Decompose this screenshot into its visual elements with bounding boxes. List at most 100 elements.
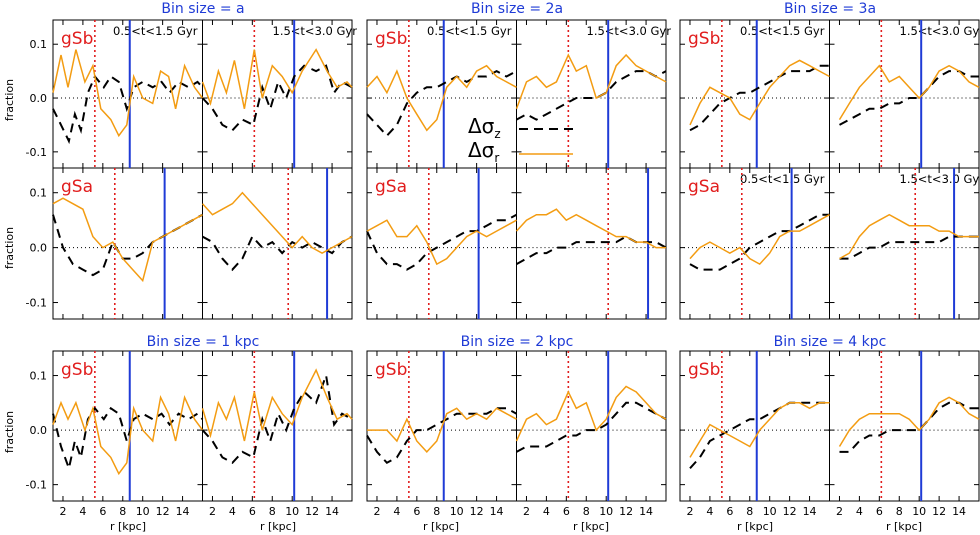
subpanel [52,20,204,168]
ylabel-middle: fraction [3,227,16,269]
series-sigma-z [689,213,830,271]
age-label: 0.5<t<1.5 Gyr [427,24,512,38]
y-tick-label: 0.1 [30,38,48,51]
y-tick-label: 0.0 [30,92,48,105]
series-sigma-r [201,48,353,109]
series-sigma-r [515,53,667,110]
series-sigma-z [516,401,667,453]
series-sigma-r [839,213,979,260]
series-sigma-z [839,235,979,260]
series-sigma-z [366,69,517,138]
x-tick-label: 14 [490,505,504,518]
series-sigma-z [52,74,204,145]
subpanel [680,168,830,319]
subpanel [52,351,204,501]
series-sigma-z [516,235,667,265]
y-tick-label: -0.1 [26,297,47,310]
panel-group: gSb [366,350,667,502]
subpanel [829,351,980,501]
y-tick-label: 0.1 [30,370,48,383]
panel-group: gSa [52,167,353,320]
ylabel-top: fraction [3,79,16,121]
xlabel-left: r [kpc] [110,520,146,533]
title-bin-2kpc: Bin size = 2 kpc [461,334,574,350]
x-tick-label: 14 [176,505,190,518]
x-tick-label: 8 [896,505,903,518]
series-sigma-r [838,64,980,120]
galaxy-label: gSb [61,29,93,49]
x-tick-label: 10 [285,505,299,518]
series-sigma-r [689,59,830,126]
x-tick-label: 12 [305,505,319,518]
series-sigma-z [839,70,979,126]
age-label: 1.5<t<3.0 Gyr [273,24,358,38]
x-tick-label: 6 [99,505,106,518]
y-tick-label: 0.0 [30,424,48,437]
x-tick-label: 2 [373,505,380,518]
y-tick-label: 0.1 [30,187,48,200]
x-tick-label: 4 [393,505,400,518]
x-tick-label: 6 [249,505,256,518]
y-tick-label: -0.1 [26,146,47,159]
x-tick-label: 4 [79,505,86,518]
y-tick-label: -0.1 [26,479,47,492]
xlabel-right: r [kpc] [260,520,296,533]
age-label: 1.5<t<3.0 Gyr [900,172,980,186]
x-tick-label: 12 [156,505,170,518]
galaxy-label: gSa [61,177,93,197]
y-tick-label: 0.0 [30,242,48,255]
ylabel-bottom: fraction [3,411,16,453]
panel-group: gSb 0.5<t<1.5 Gyr 1.5<t<3.0 Gyr [366,19,671,169]
x-tick-label: 12 [783,505,797,518]
subpanel [201,351,353,501]
x-tick-label: 2 [686,505,693,518]
age-label: 0.5<t<1.5 Gyr [740,172,825,186]
galaxy-label: gSb [61,360,93,380]
series-sigma-r [689,214,830,266]
x-tick-label: 8 [119,505,126,518]
series-sigma-z [52,213,203,277]
age-label: 0.5<t<1.5 Gyr [740,24,825,38]
xlabel-left: r [kpc] [423,520,459,533]
title-bin-a: Bin size = a [161,1,244,17]
series-sigma-r [52,394,204,476]
xlabel-right: r [kpc] [886,520,922,533]
panel-group: gSa 0.5<t<1.5 Gyr 1.5<t<3.0 Gyr [679,167,980,320]
series-sigma-z [839,401,979,453]
series-sigma-r [52,197,203,283]
series-sigma-r [366,219,517,266]
subpanel [829,20,980,168]
x-tick-label: 2 [836,505,843,518]
subpanel [52,168,203,319]
x-tick-label: 6 [413,505,420,518]
series-sigma-r [201,368,353,442]
panel-group: gSb 0.5<t<1.5 Gyr 1.5<t<3.0 Gyr [679,19,980,169]
series-sigma-r [838,396,980,447]
x-tick-label: 12 [619,505,633,518]
galaxy-label: gSb [375,29,407,49]
x-tick-label: 10 [136,505,150,518]
x-tick-label: 6 [726,505,733,518]
title-bin-1kpc: Bin size = 1 kpc [147,334,260,350]
x-tick-label: 14 [325,505,339,518]
subpanel [366,351,517,501]
legend: Δσz Δσr [468,114,573,165]
subpanel [515,20,667,168]
x-tick-label: 12 [470,505,484,518]
panel-group: gSa [366,167,667,320]
galaxy-label: gSb [375,360,407,380]
panel-group: gSb [679,350,980,502]
series-sigma-r [201,191,353,254]
x-tick-label: 10 [763,505,777,518]
series-sigma-z [516,70,667,121]
legend-label-sigma-r: Δσr [468,138,499,165]
subpanel [366,168,517,319]
series-sigma-r [515,208,666,249]
subpanel [680,20,830,168]
x-tick-label: 2 [209,505,216,518]
panel-layer: gSb 0.5<t<1.5 Gyr 1.5<t<3.0 Gyr gSb 0.5<t<1.… [26,19,980,518]
series-sigma-z [366,407,517,465]
x-tick-label: 10 [599,505,613,518]
legend-label-sigma-z: Δσz [468,114,501,141]
x-tick-label: 4 [706,505,713,518]
